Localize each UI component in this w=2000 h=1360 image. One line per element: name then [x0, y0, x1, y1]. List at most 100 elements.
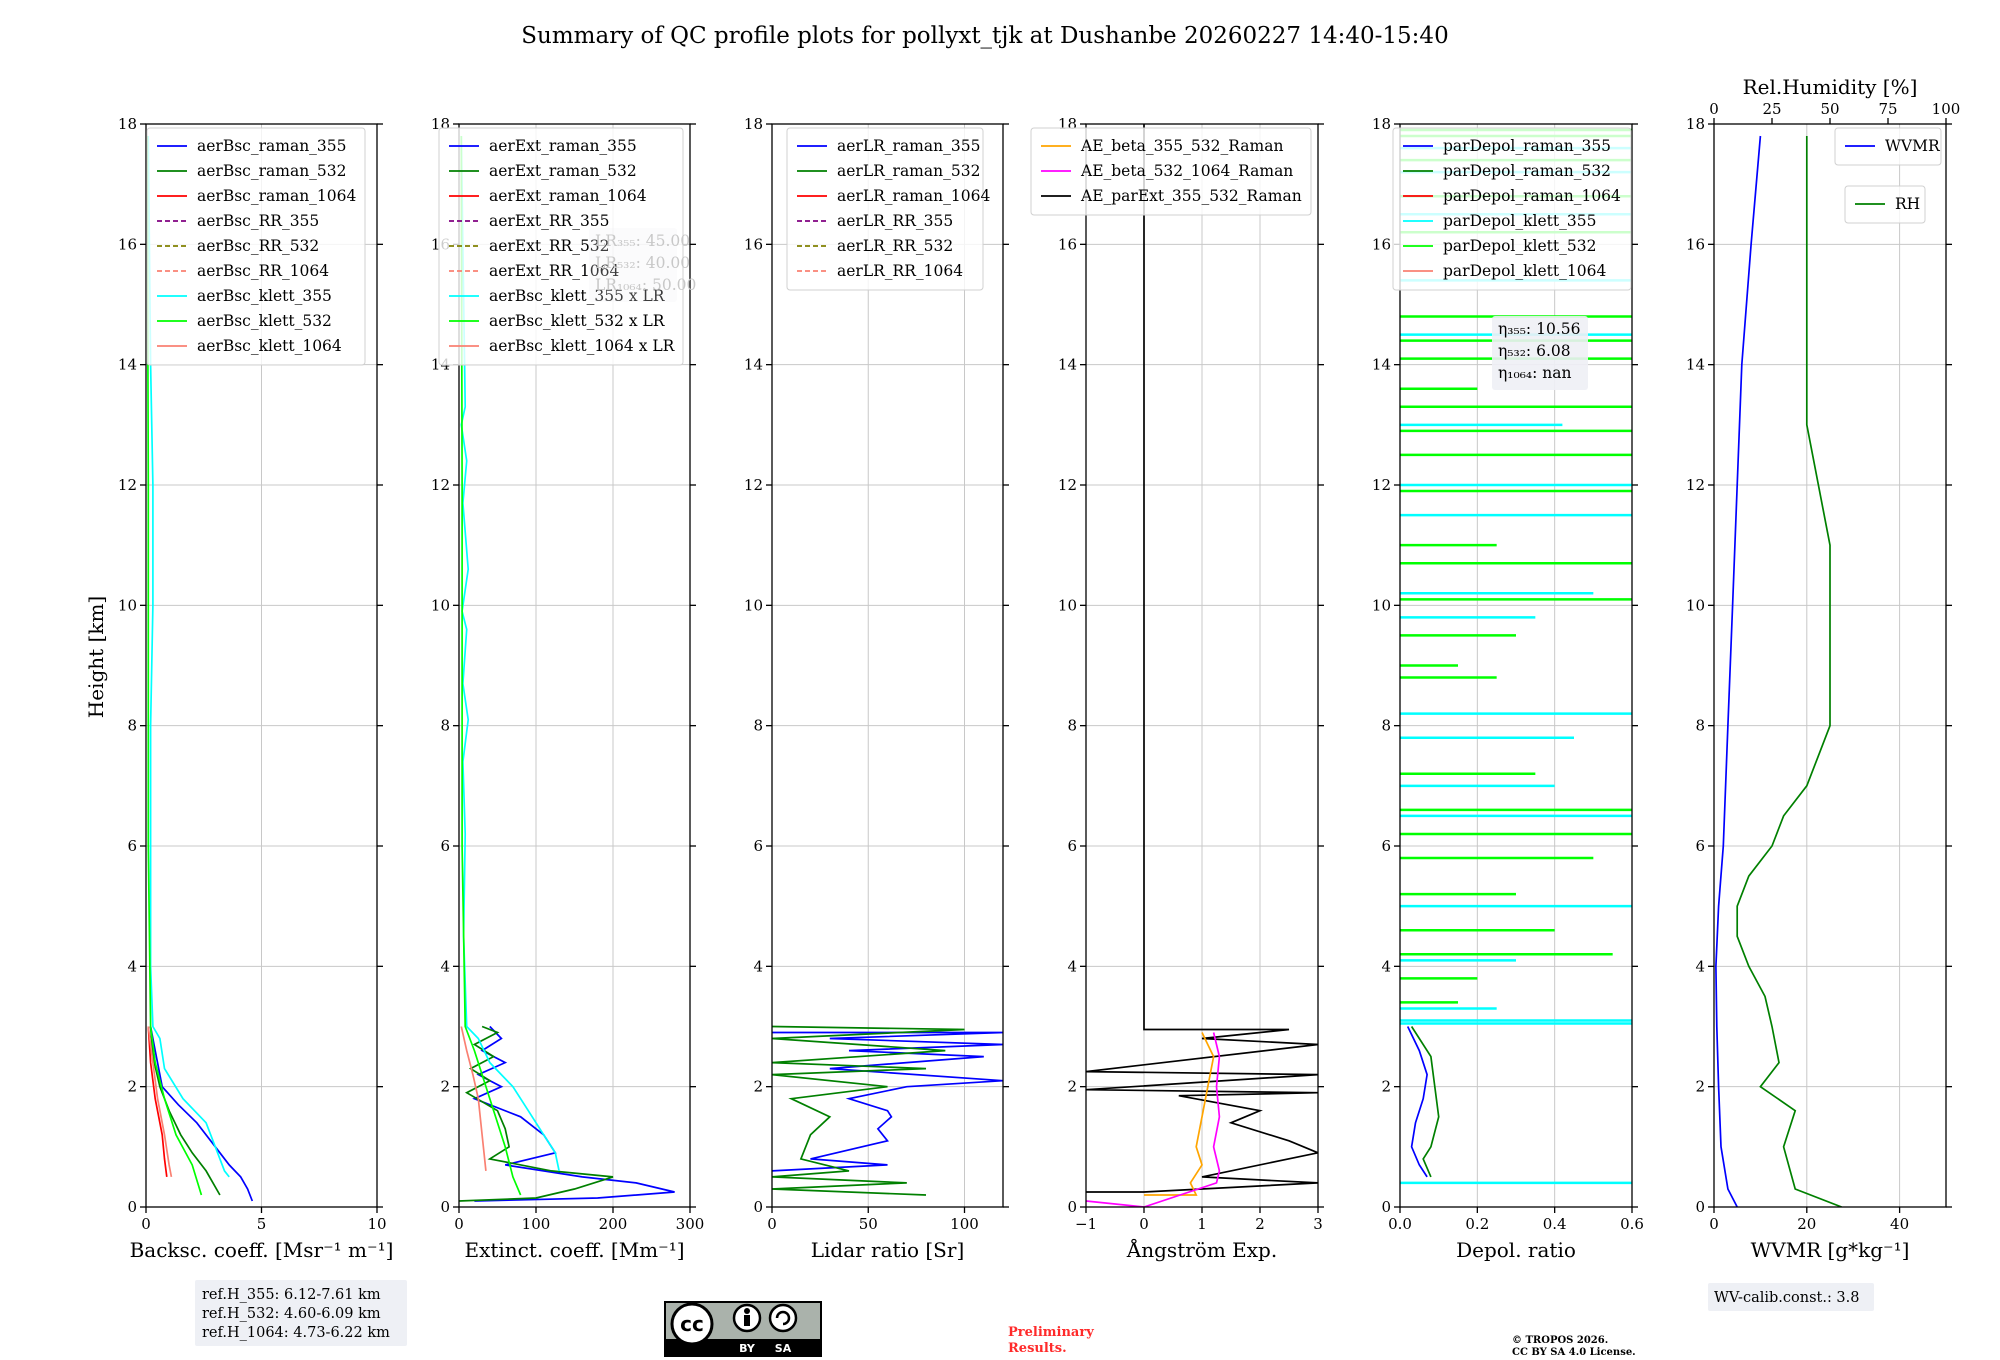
y-tick-label: 2 [1381, 1078, 1391, 1096]
legend-label: aerBsc_klett_1064 x LR [489, 337, 676, 355]
y-tick-label: 8 [440, 717, 450, 735]
legend-frame [146, 127, 366, 366]
annotation-line: η₃₅₅: 10.56 [1498, 320, 1580, 338]
x-axis-label: WVMR [g*kg⁻¹] [1751, 1238, 1910, 1262]
series-aerBsc_raman_1064 [147, 1026, 168, 1178]
x-tick-label: 0.4 [1543, 1215, 1567, 1233]
y-tick-label: 4 [1067, 957, 1077, 975]
y-tick-label: 10 [431, 596, 450, 614]
y-tick-label: 10 [1372, 596, 1391, 614]
legend-wvmr: WVMR [1834, 127, 1942, 166]
legend-label: aerExt_raman_1064 [489, 187, 647, 205]
series-aerBsc_raman_532 [149, 1026, 221, 1196]
y-tick-label: 8 [127, 717, 137, 735]
legend-label: aerLR_raman_532 [837, 162, 980, 180]
legend-rh: RH [1844, 185, 1926, 224]
legend-label: WVMR [1885, 137, 1941, 155]
annotation-line: LR₁₀₆₄: 50.00 [595, 276, 696, 294]
y-tick-label: 14 [744, 356, 763, 374]
data-layer [1086, 124, 1318, 1207]
y-tick-label: 14 [1058, 356, 1077, 374]
wv-calib-box: WV-calib.const.: 3.8 [1708, 1283, 1874, 1311]
y-tick-label: 6 [753, 837, 763, 855]
x-tick-label: 1 [1197, 1215, 1207, 1233]
series-aerBsc_klett_532 x LR [460, 135, 522, 1196]
preliminary-results-line1: Preliminary [1008, 1325, 1094, 1340]
y-tick-label: 0 [1695, 1198, 1705, 1216]
y-tick-label: 0 [440, 1198, 450, 1216]
y-tick-label: 10 [744, 596, 763, 614]
panel-ext: 0246810121416180100200300Extinct. coeff.… [431, 115, 704, 1262]
axes-frame [458, 123, 691, 1208]
series-aerLR_raman_532 [772, 1025, 965, 1196]
annotation-line: η₁₀₆₄: nan [1498, 364, 1572, 382]
y-tick-label: 2 [1067, 1078, 1077, 1096]
y-tick-label: 0 [127, 1198, 137, 1216]
top-x-axis-label: Rel.Humidity [%] [1743, 75, 1918, 99]
annotation-line: LR₅₃₂: 40.00 [595, 254, 690, 272]
y-tick-label: 8 [753, 717, 763, 735]
x-tick-label: 0 [454, 1215, 464, 1233]
panel-bsc: 0 2 4 6 8 10 12 14 16 18 0 5 10 Backsc. coeff. [Msr⁻¹… [118, 115, 393, 1262]
y-tick-label: 0 [753, 1198, 763, 1216]
series-AE_beta_355_532_Raman [1144, 1032, 1215, 1196]
series-RH [1736, 136, 1842, 1207]
y-tick-label: 4 [440, 957, 450, 975]
y-tick-label: 16 [1372, 235, 1391, 253]
x-tick-label: 0.0 [1388, 1215, 1412, 1233]
series-aerLR_raman_355 [772, 1031, 1003, 1172]
series-parDepol_raman_355 [1406, 1026, 1428, 1178]
ref-height-355: ref.H_355: 6.12-7.61 km [202, 1287, 381, 1303]
legend-label: aerBsc_raman_1064 [197, 187, 357, 205]
x-tick-label: 2 [1255, 1215, 1265, 1233]
y-tick-label: 18 [1686, 115, 1705, 133]
legend-label: aerLR_raman_355 [837, 137, 980, 155]
legend-label: aerLR_RR_1064 [837, 262, 963, 280]
y-tick-label: 18 [118, 115, 137, 133]
y-tick-label: 4 [1695, 957, 1705, 975]
y-tick-label: 4 [127, 957, 137, 975]
top-x-tick-label: 75 [1878, 100, 1897, 118]
x-tick-label: 40 [1890, 1215, 1909, 1233]
series-AE_beta_532_1064_Raman [1086, 1032, 1221, 1207]
legend-label: aerExt_RR_1064 [489, 262, 620, 280]
x-tick-label: 100 [522, 1215, 551, 1233]
legend-label: aerBsc_raman_355 [197, 137, 347, 155]
legend-label: AE_beta_532_1064_Raman [1080, 162, 1293, 180]
legend-label: parDepol_raman_355 [1443, 137, 1611, 155]
y-tick-label: 6 [440, 837, 450, 855]
x-axis-label: Lidar ratio [Sr] [811, 1238, 965, 1262]
copyright-line1: © TROPOS 2026. [1512, 1335, 1608, 1346]
data-layer [772, 1025, 1003, 1196]
legend-label: aerLR_RR_355 [837, 212, 953, 230]
y-tick-label: 4 [753, 957, 763, 975]
x-tick-label: 0 [141, 1215, 151, 1233]
y-tick-label: 8 [1067, 717, 1077, 735]
cc-logo-icon [670, 1302, 714, 1346]
legend-label: AE_parExt_355_532_Raman [1080, 187, 1302, 205]
legend-label: aerBsc_klett_355 [197, 287, 332, 305]
y-tick-label: 2 [127, 1078, 137, 1096]
legend-label: parDepol_klett_532 [1443, 237, 1596, 255]
y-tick-label: 12 [1372, 476, 1391, 494]
y-tick-label: 6 [1067, 837, 1077, 855]
y-tick-label: 12 [431, 476, 450, 494]
y-tick-label: 6 [1695, 837, 1705, 855]
x-axis-label: Extinct. coeff. [Mm⁻¹] [464, 1238, 684, 1262]
legend-label: AE_beta_355_532_Raman [1080, 137, 1283, 155]
y-tick-label: 10 [118, 596, 137, 614]
series-parDepol_raman_532 [1410, 1026, 1440, 1178]
y-tick-label: 16 [1058, 235, 1077, 253]
y-tick-label: 0 [1381, 1198, 1391, 1216]
y-tick-label: 18 [744, 115, 763, 133]
x-tick-label: 0 [1709, 1215, 1719, 1233]
data-layer [146, 135, 254, 1202]
y-tick-label: 2 [440, 1078, 450, 1096]
y-tick-label: 2 [1695, 1078, 1705, 1096]
x-tick-label: 0.2 [1465, 1215, 1489, 1233]
y-tick-label: 12 [1686, 476, 1705, 494]
svg-text:BY: BY [739, 1342, 756, 1355]
legend-label: aerExt_RR_532 [489, 237, 610, 255]
